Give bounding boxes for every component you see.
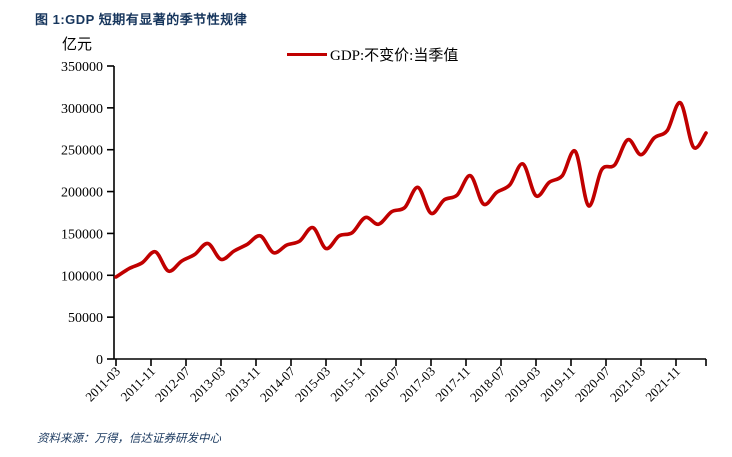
source-note: 资料来源：万得，信达证券研发中心 (37, 433, 221, 445)
y-tick-label: 350000 (61, 60, 103, 75)
x-tick-label: 2013-11 (222, 364, 263, 405)
x-tick-label: 2014-07 (257, 363, 299, 405)
x-tick-label: 2011-03 (82, 364, 123, 405)
x-tick-label: 2011-11 (118, 364, 159, 405)
legend-line-swatch-icon (287, 53, 327, 56)
y-tick-label: 150000 (61, 227, 103, 242)
x-tick-label: 2021-11 (642, 364, 683, 405)
y-tick-label: 100000 (61, 269, 103, 284)
figure-title: 图 1:GDP 短期有显著的季节性规律 (35, 12, 248, 27)
legend-label: GDP:不变价:当季值 (330, 48, 459, 64)
x-tick-label: 2020-07 (572, 363, 614, 405)
x-tick-label: 2013-03 (187, 364, 228, 405)
y-tick-label: 200000 (61, 186, 103, 201)
x-tick-label: 2015-03 (292, 364, 333, 405)
y-tick-label: 50000 (68, 311, 103, 326)
x-tick-label: 2012-07 (152, 363, 194, 405)
x-tick-label: 2016-07 (362, 363, 404, 405)
y-tick-label: 0 (96, 353, 103, 368)
x-tick-label: 2019-03 (502, 364, 543, 405)
x-tick-label: 2021-03 (607, 364, 648, 405)
y-axis-unit-label: 亿元 (62, 37, 93, 53)
x-tick-label: 2019-11 (537, 364, 578, 405)
legend: GDP:不变价:当季值 (287, 44, 458, 65)
y-tick-label: 300000 (61, 102, 103, 117)
y-tick-label: 250000 (61, 144, 103, 159)
x-tick-label: 2017-11 (432, 364, 473, 405)
gdp-line-series (114, 100, 708, 279)
x-tick-label: 2018-07 (467, 363, 509, 405)
x-tick-label: 2015-11 (327, 364, 368, 405)
x-tick-label: 2017-03 (397, 364, 438, 405)
